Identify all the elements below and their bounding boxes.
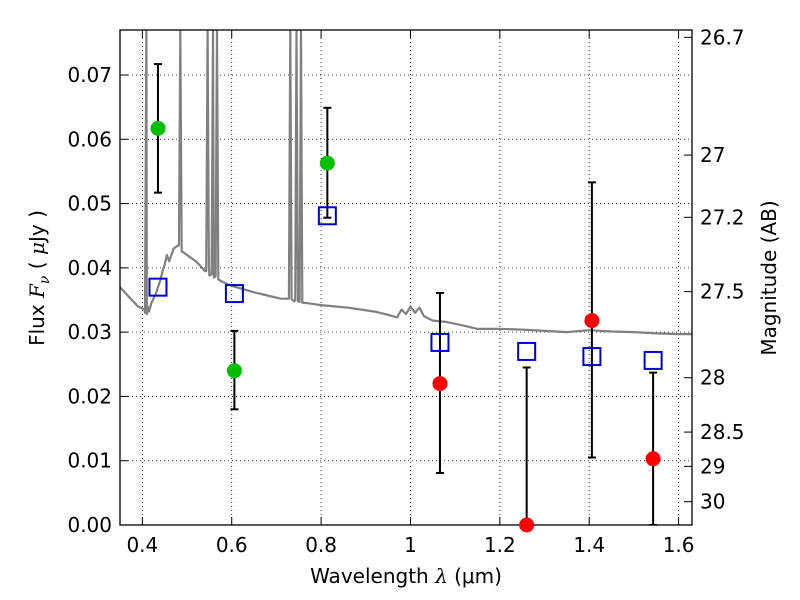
template-spectrum-line bbox=[120, 30, 692, 336]
y2-axis-title: Magnitude (AB) bbox=[757, 200, 781, 355]
y2-tick-label: 26.7 bbox=[700, 25, 745, 49]
x-tick-label: 1.2 bbox=[484, 533, 516, 557]
flux-point bbox=[319, 155, 335, 171]
y-tick-label: 0.03 bbox=[67, 320, 112, 344]
model-band-square bbox=[430, 332, 450, 352]
y-tick-label: 0.01 bbox=[67, 449, 112, 473]
x-tick-label: 1.4 bbox=[573, 533, 605, 557]
y-tick-label: 0.05 bbox=[67, 192, 112, 216]
flux-point bbox=[226, 363, 242, 379]
y-tick-label: 0.00 bbox=[67, 513, 112, 537]
y2-tick-label: 27.2 bbox=[700, 205, 745, 229]
x-tick-label: 0.8 bbox=[305, 533, 337, 557]
axis-ticks bbox=[120, 30, 692, 526]
model-band-square bbox=[317, 206, 337, 226]
model-band-square bbox=[224, 284, 244, 304]
model-band-square bbox=[517, 341, 537, 361]
flux-point bbox=[584, 313, 600, 329]
grid-lines bbox=[120, 30, 692, 526]
flux-point bbox=[519, 517, 535, 533]
axis-tick-labels: 0.4 0.6 0.8 1 1.2 1.4 1.6 0.00 0.01 0.02 0.03 0.04 0… bbox=[67, 25, 744, 557]
y-tick-label: 0.07 bbox=[67, 63, 112, 87]
flux-point bbox=[432, 376, 448, 392]
y-tick-label: 0.04 bbox=[67, 256, 112, 280]
y-tick-label: 0.02 bbox=[67, 384, 112, 408]
x-tick-label: 1 bbox=[404, 533, 417, 557]
y2-tick-label: 27 bbox=[700, 143, 725, 167]
y2-tick-label: 27.5 bbox=[700, 280, 745, 304]
model-band-square bbox=[582, 347, 602, 367]
plot-frame bbox=[119, 29, 693, 526]
flux-point bbox=[645, 451, 661, 467]
x-tick-label: 0.4 bbox=[126, 533, 158, 557]
flux-point bbox=[150, 120, 166, 136]
y2-tick-label: 29 bbox=[700, 454, 725, 478]
x-axis-title: Wavelength λ (μm) bbox=[310, 564, 502, 588]
y-tick-label: 0.06 bbox=[67, 127, 112, 151]
y2-tick-label: 28.5 bbox=[700, 420, 745, 444]
x-tick-label: 0.6 bbox=[216, 533, 248, 557]
y2-tick-label: 28 bbox=[700, 366, 725, 390]
plot-area bbox=[120, 30, 692, 525]
axes-frame bbox=[119, 29, 693, 526]
x-tick-label: 1.6 bbox=[663, 533, 695, 557]
model-band-square bbox=[148, 277, 168, 297]
model-band-square bbox=[643, 350, 663, 370]
y-axis-title: Flux Fν ( μJy ) bbox=[25, 210, 53, 346]
y2-tick-label: 30 bbox=[700, 490, 725, 514]
